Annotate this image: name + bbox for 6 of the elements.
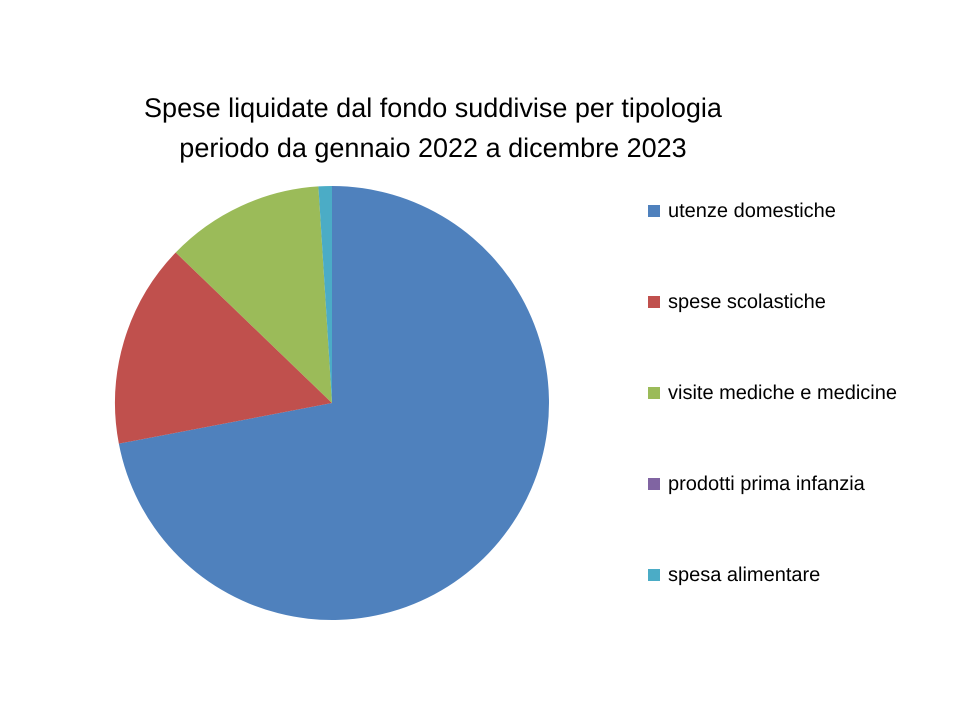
- legend-label: spese scolastiche: [668, 290, 827, 315]
- chart-title: Spese liquidate dal fondo suddivise per tipologia periodo da gennaio 2022 a dicembre 2023: [143, 92, 723, 165]
- legend-label: prodotti prima infanzia: [668, 472, 866, 497]
- legend-label: spesa alimentare: [668, 563, 822, 588]
- legend-label: visite mediche e medicine: [668, 381, 898, 406]
- legend-label: utenze domestiche: [668, 199, 837, 224]
